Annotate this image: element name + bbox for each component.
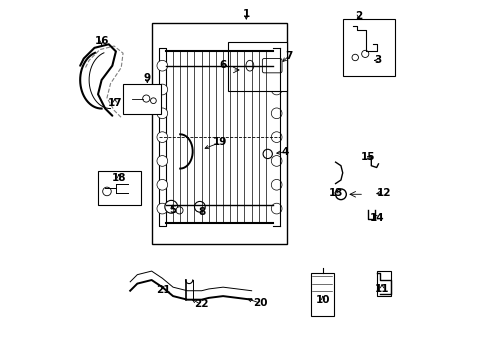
Circle shape	[335, 189, 346, 200]
Text: 1: 1	[242, 9, 249, 19]
Text: 16: 16	[94, 36, 109, 46]
Text: 3: 3	[373, 55, 381, 65]
Text: 22: 22	[193, 299, 208, 309]
Text: 6: 6	[219, 60, 226, 69]
Circle shape	[263, 149, 272, 158]
Circle shape	[271, 108, 282, 119]
Bar	[310, 273, 333, 316]
Bar	[98, 171, 141, 205]
Circle shape	[157, 156, 167, 166]
Text: 7: 7	[285, 51, 292, 61]
Circle shape	[157, 203, 167, 214]
Text: 14: 14	[368, 212, 383, 222]
Circle shape	[361, 50, 368, 58]
Circle shape	[157, 108, 167, 119]
Text: 15: 15	[360, 152, 374, 162]
Bar	[228, 42, 287, 91]
Text: 10: 10	[315, 295, 330, 305]
Circle shape	[142, 95, 149, 102]
Text: 8: 8	[198, 207, 205, 217]
Circle shape	[271, 60, 282, 71]
Circle shape	[157, 84, 167, 95]
Bar	[342, 19, 394, 76]
Text: 9: 9	[143, 73, 151, 83]
Ellipse shape	[245, 60, 253, 71]
Text: 18: 18	[111, 173, 126, 183]
Text: 13: 13	[328, 188, 343, 198]
Text: 2: 2	[354, 11, 362, 21]
Circle shape	[194, 202, 205, 212]
Bar	[151, 23, 287, 244]
Circle shape	[271, 84, 282, 95]
Circle shape	[157, 179, 167, 190]
Text: 21: 21	[156, 285, 170, 295]
Text: 12: 12	[376, 188, 390, 198]
Text: 4: 4	[281, 147, 289, 157]
Text: 17: 17	[107, 98, 122, 108]
Circle shape	[102, 187, 111, 196]
Text: 20: 20	[253, 298, 267, 308]
Circle shape	[157, 132, 167, 143]
Circle shape	[271, 132, 282, 143]
Bar	[123, 84, 160, 114]
Circle shape	[176, 207, 183, 214]
Circle shape	[271, 179, 282, 190]
Text: 19: 19	[213, 138, 227, 148]
Circle shape	[271, 203, 282, 214]
Circle shape	[351, 54, 358, 61]
FancyBboxPatch shape	[262, 59, 282, 73]
Circle shape	[150, 98, 156, 104]
Text: 11: 11	[374, 284, 388, 294]
Bar	[376, 271, 390, 296]
Text: 5: 5	[168, 205, 176, 215]
Circle shape	[271, 156, 282, 166]
Circle shape	[157, 60, 167, 71]
Circle shape	[164, 201, 177, 213]
